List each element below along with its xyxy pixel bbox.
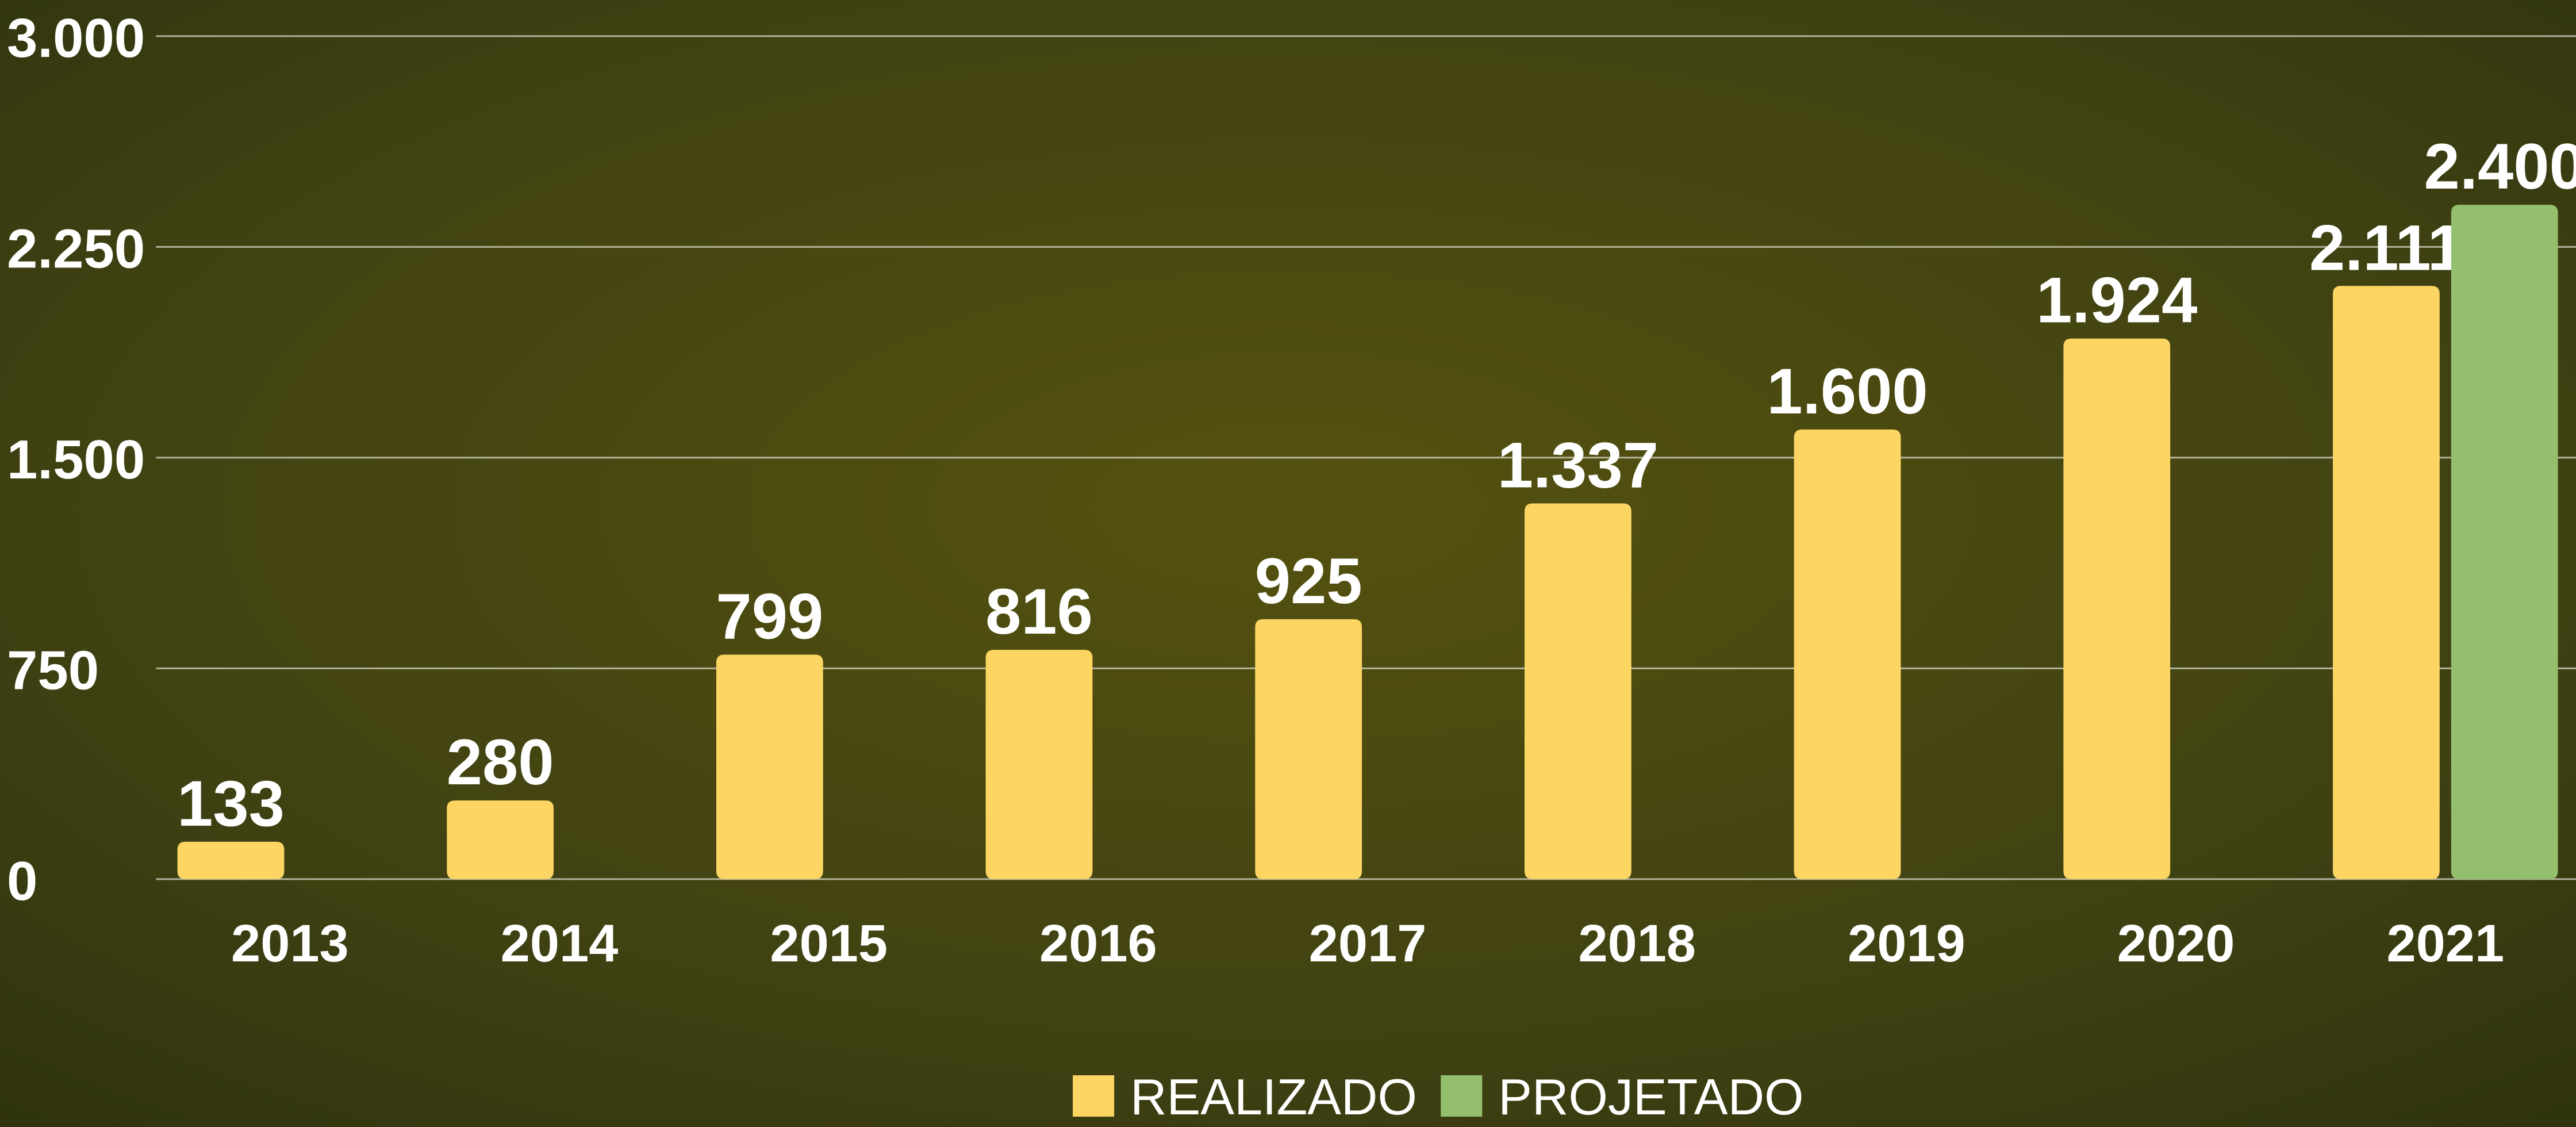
x-tick-label: 2015 [770,914,888,973]
data-label: 1.924 [2036,264,2197,336]
data-label: 133 [177,768,285,839]
data-label: 799 [716,580,823,652]
bar [1794,430,1901,879]
data-label: 2.400 [2424,131,2576,202]
bar [2333,286,2440,879]
legend-swatch [1441,1075,1483,1117]
x-tick-label: 2020 [2117,914,2235,973]
bar [1525,503,1631,879]
bar [985,650,1093,879]
data-label: 1.337 [1498,430,1659,501]
bar [716,654,823,879]
legend-swatch [1073,1075,1115,1117]
y-tick-label: 0 [7,850,37,912]
data-label: 280 [447,726,554,798]
bar [2451,205,2558,879]
bar [1255,619,1362,879]
x-tick-label: 2014 [501,914,619,973]
y-tick-label: 1.500 [7,429,145,490]
bar [177,841,285,879]
y-tick-label: 3.000 [7,7,145,69]
x-tick-label: 2013 [231,914,349,973]
legend-label: PROJETADO [1498,1068,1803,1125]
data-label: 1.600 [1767,355,1928,427]
x-tick-label: 2017 [1309,914,1427,973]
legend-label: REALIZADO [1130,1068,1417,1125]
data-label: 2.111 [2309,212,2463,283]
x-tick-label: 2019 [1848,914,1965,973]
bar [2063,338,2171,879]
data-label: 816 [985,576,1093,647]
bar [447,800,554,879]
data-label: 925 [1255,545,1362,617]
x-tick-label: 2016 [1039,914,1157,973]
y-tick-label: 2.250 [7,218,145,279]
x-tick-label: 2018 [1578,914,1696,973]
x-tick-label: 2021 [2386,914,2504,973]
y-tick-label: 750 [7,639,99,701]
